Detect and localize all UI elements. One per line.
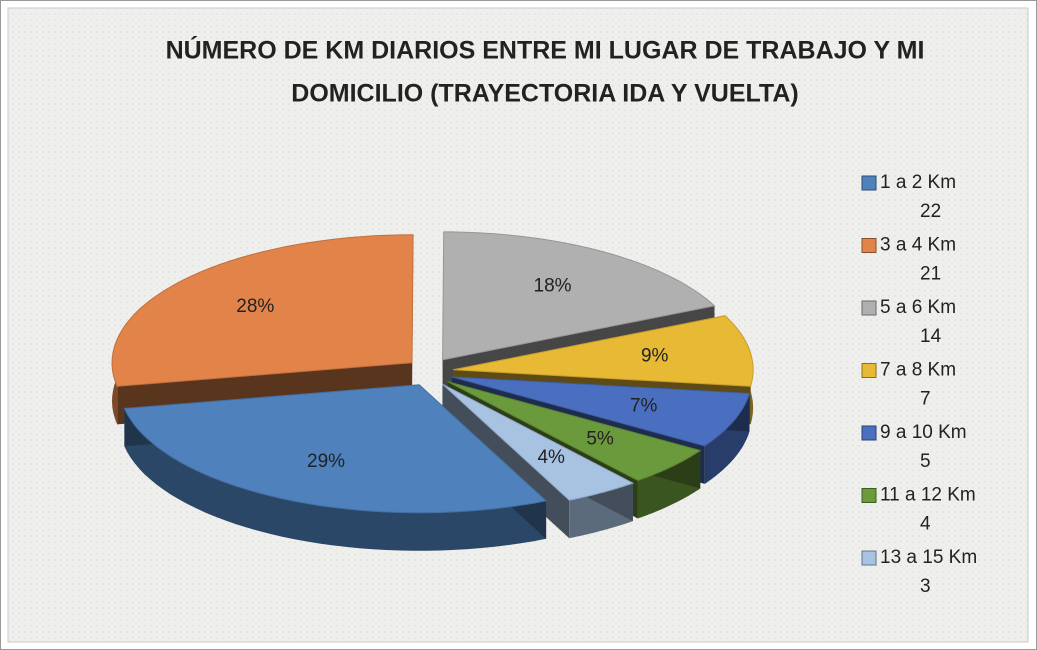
legend-swatch	[861, 238, 877, 253]
data-label: 7%	[630, 396, 658, 417]
legend-count: 7	[920, 389, 931, 410]
legend-count: 14	[920, 326, 942, 347]
legend-swatch	[861, 300, 877, 316]
legend-count: 21	[920, 264, 941, 285]
slice	[453, 315, 754, 387]
legend-label: 3 a 4 Km	[880, 235, 956, 256]
legend-label: 13 a 15 Km	[880, 547, 977, 568]
legend-swatch	[861, 488, 877, 503]
legend-swatch	[861, 175, 877, 191]
slice	[451, 376, 751, 447]
legend-label: 11 a 12 Km	[880, 485, 976, 506]
data-label: 5%	[586, 428, 614, 449]
data-label: 4%	[537, 447, 565, 468]
chart-title: NÚMERO DE KM DIARIOS ENTRE MI LUGAR DE T…	[166, 35, 925, 65]
chart-title: DOMICILIO (TRAYECTORIA IDA Y VUELTA)	[291, 80, 798, 108]
legend-swatch	[861, 363, 877, 378]
legend-count: 22	[920, 201, 941, 222]
slice-side	[124, 408, 547, 551]
legend-swatch	[861, 425, 877, 441]
legend-label: 9 a 10 Km	[880, 422, 967, 443]
slice	[111, 234, 414, 387]
data-label: 28%	[236, 296, 274, 317]
slice	[442, 383, 635, 501]
legend-label: 5 a 6 Km	[880, 297, 956, 318]
data-label: 18%	[534, 276, 572, 297]
legend-label: 1 a 2 Km	[880, 172, 956, 193]
legend-count: 4	[920, 514, 931, 535]
legend-swatch	[861, 550, 877, 566]
legend-count: 5	[920, 451, 931, 472]
data-label: 9%	[641, 345, 669, 366]
slice	[447, 381, 702, 482]
legend-label: 7 a 8 Km	[880, 360, 956, 381]
legend-count: 3	[920, 576, 931, 597]
slice-tops	[111, 231, 754, 514]
slice	[123, 384, 548, 514]
data-label: 29%	[307, 451, 345, 472]
slice	[442, 231, 716, 361]
